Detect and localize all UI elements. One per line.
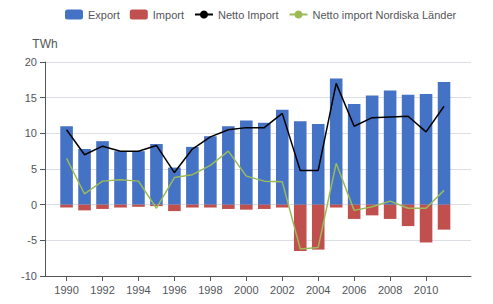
svg-text:2010: 2010	[414, 284, 438, 296]
svg-text:1990: 1990	[54, 284, 78, 296]
svg-text:Netto Import: Netto Import	[218, 9, 279, 21]
svg-text:Netto import Nordiska Länder: Netto import Nordiska Länder	[312, 9, 456, 21]
svg-text:0: 0	[31, 199, 37, 211]
svg-text:2002: 2002	[270, 284, 294, 296]
svg-text:2006: 2006	[342, 284, 366, 296]
svg-text:2008: 2008	[378, 284, 402, 296]
svg-text:TWh: TWh	[32, 37, 57, 51]
svg-text:1992: 1992	[90, 284, 114, 296]
svg-text:-10: -10	[21, 270, 37, 282]
svg-text:Import: Import	[153, 9, 184, 21]
svg-text:2000: 2000	[234, 284, 258, 296]
svg-text:10: 10	[25, 127, 37, 139]
svg-text:-5: -5	[27, 234, 37, 246]
svg-text:5: 5	[31, 163, 37, 175]
svg-text:15: 15	[25, 92, 37, 104]
svg-text:Export: Export	[88, 9, 120, 21]
svg-text:2004: 2004	[306, 284, 330, 296]
svg-text:1994: 1994	[126, 284, 150, 296]
svg-text:1996: 1996	[162, 284, 186, 296]
svg-text:20: 20	[25, 56, 37, 68]
svg-text:1998: 1998	[198, 284, 222, 296]
